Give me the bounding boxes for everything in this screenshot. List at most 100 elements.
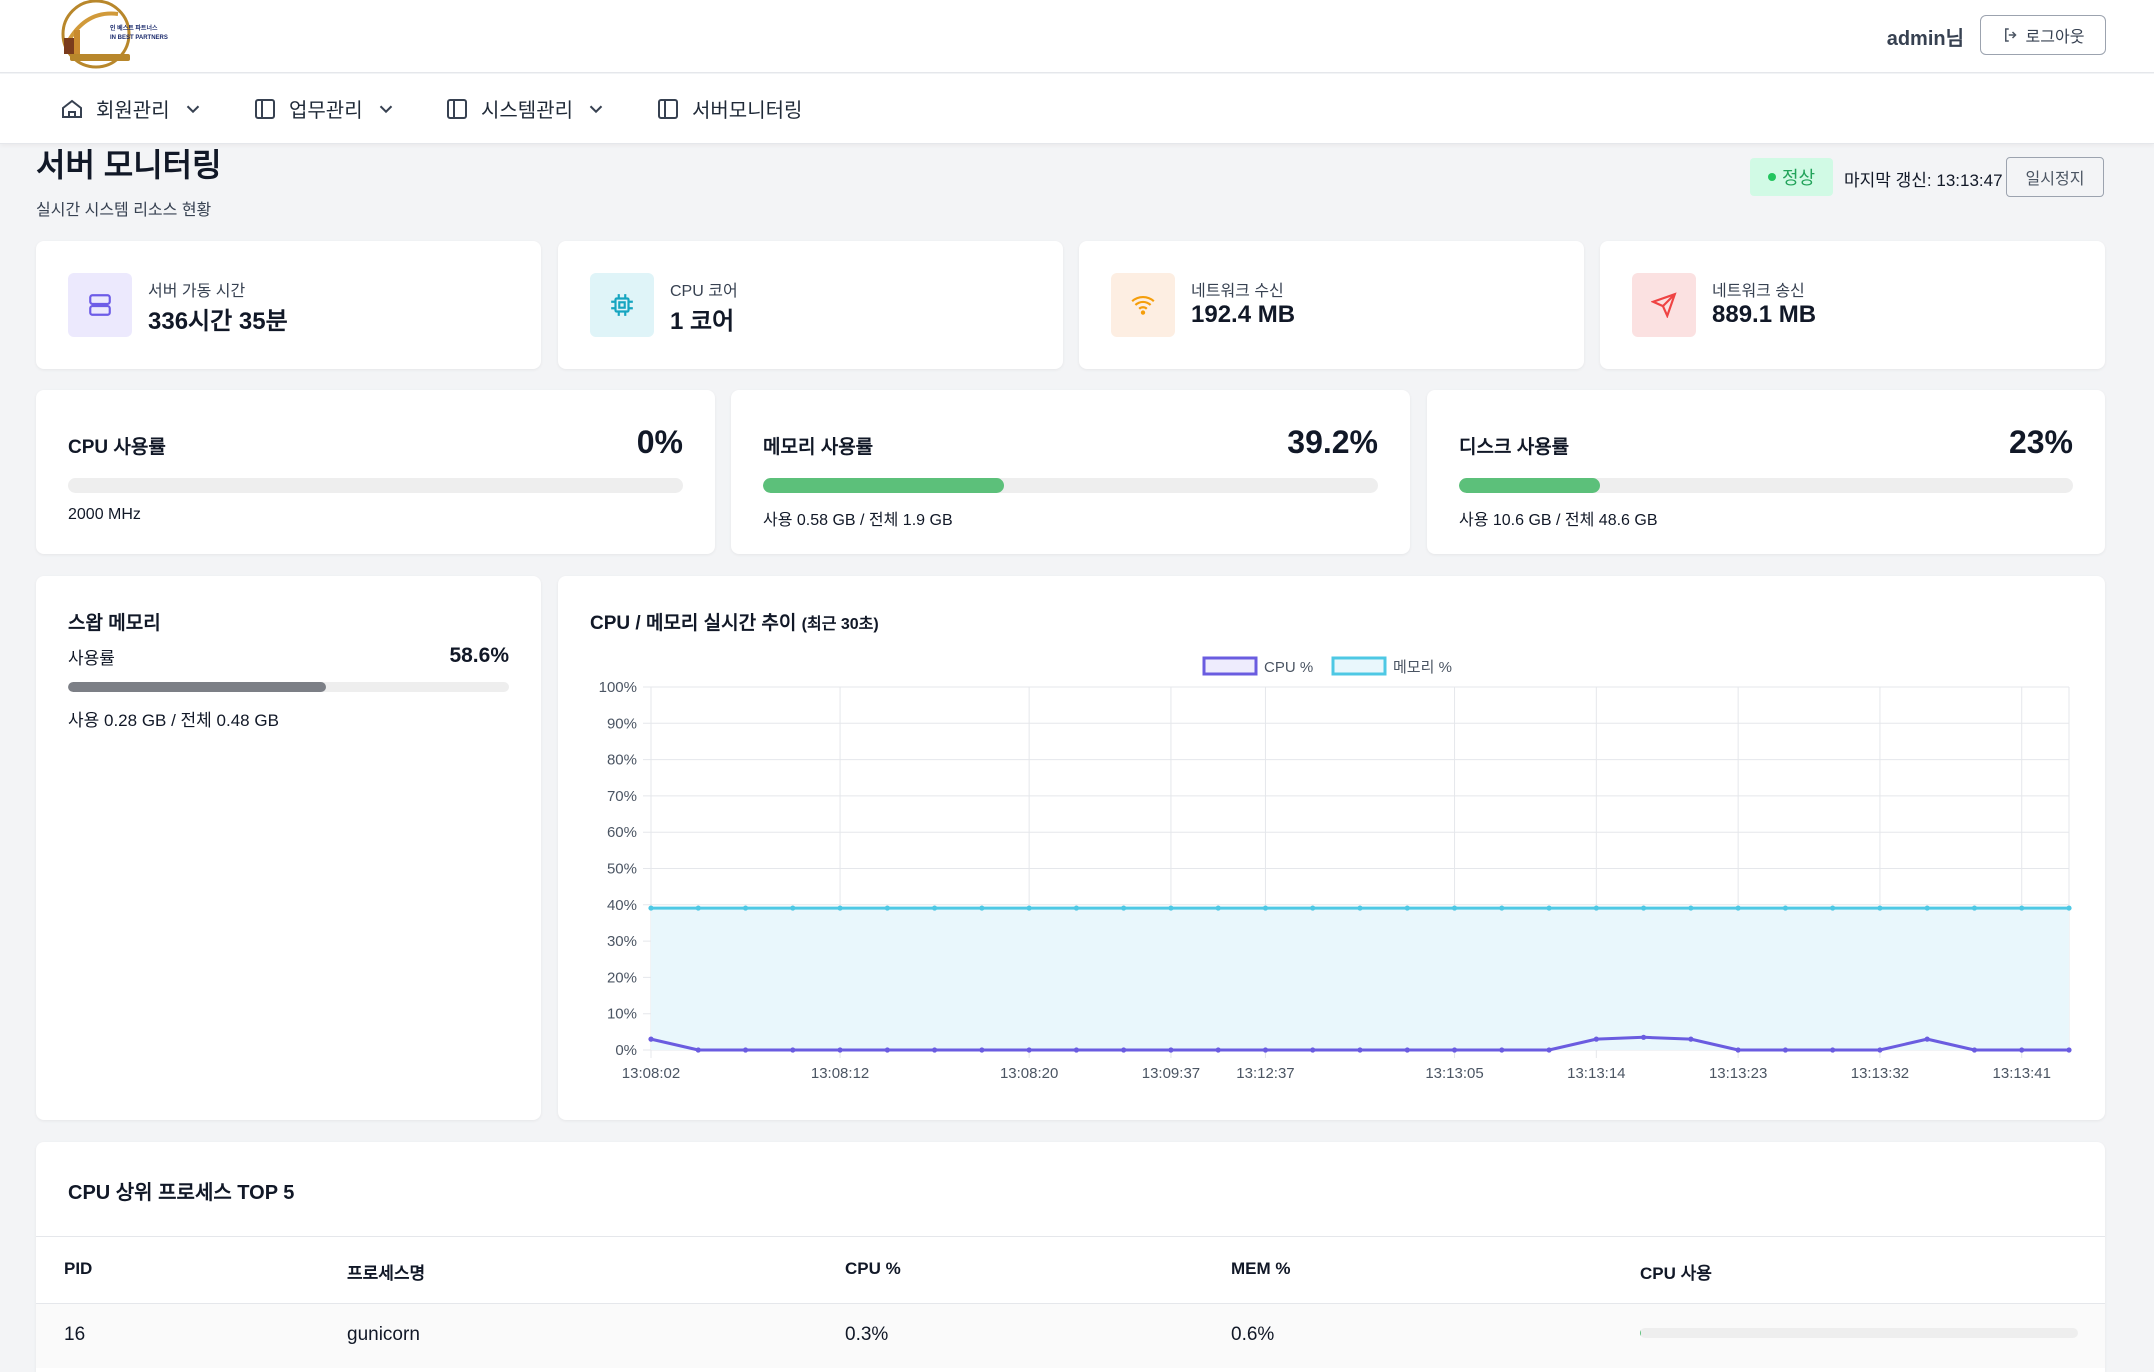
y-tick-label: 100% [599,679,637,696]
column-header[interactable]: 프로세스명 [347,1264,426,1283]
metric-card-disk: 디스크 사용률 23% 사용 10.6 GB / 전체 48.6 GB [1427,390,2105,554]
memory-data-point [2066,905,2072,911]
memory-data-point [1310,905,1316,911]
column-header[interactable]: MEM % [1231,1259,1291,1278]
metric-label: 메모리 사용률 [763,437,874,458]
stat-card-uptime: 서버 가동 시간 336시간 35분 [36,241,541,369]
x-tick-label: 13:12:37 [1236,1065,1294,1082]
legend-label: CPU % [1264,659,1313,676]
chart-title: CPU / 메모리 실시간 추이 (최근 30초) [590,608,879,635]
nav-item-server-monitoring[interactable]: 서버모니터링 [656,94,802,123]
stat-label: 네트워크 수신 [1191,283,1284,300]
cpu-chip-icon [590,273,654,337]
nav-item-label: 업무관리 [289,100,363,122]
swap-title: 스왑 메모리 [68,613,161,634]
x-tick-label: 13:08:12 [811,1065,869,1082]
y-tick-label: 80% [607,752,637,769]
wifi-icon [1111,273,1175,337]
swap-progress-fill [68,682,327,692]
metric-label: CPU 사용률 [68,437,166,458]
memory-data-point [979,905,985,911]
cpu-data-point [648,1036,654,1042]
chevron-down-icon [589,105,603,113]
column-header[interactable]: CPU % [845,1259,901,1278]
sidebar-panel-icon [447,98,467,119]
column-header[interactable]: CPU 사용 [1640,1264,1712,1283]
memory-data-point [1641,905,1647,911]
y-tick-label: 20% [607,969,637,986]
nav-item-label: 회원관리 [96,100,170,122]
cpu-data-point [1877,1047,1883,1053]
memory-data-point [1121,905,1127,911]
process-table-title: CPU 상위 프로세스 TOP 5 [68,1182,295,1204]
metric-card-memory: 메모리 사용률 39.2% 사용 0.58 GB / 전체 1.9 GB [731,390,1410,554]
memory-data-point [837,905,843,911]
cpu-data-point [1971,1047,1978,1053]
metric-value: 0% [636,424,683,460]
memory-data-point [932,905,938,911]
table-row[interactable]: 16 gunicorn 0.3% 0.6% [36,1304,2105,1368]
process-table-card: CPU 상위 프로세스 TOP 5 PID 프로세스명 CPU % MEM % … [36,1142,2105,1372]
table-header: PID 프로세스명 CPU % MEM % CPU 사용 [36,1236,2105,1304]
cpu-data-point [1073,1047,1079,1053]
cpu-data-point [1026,1047,1032,1053]
nav-item-label: 서버모니터링 [692,100,803,122]
cpu-data-point [2019,1047,2025,1053]
cpu-usage-fill [1640,1328,1642,1338]
y-tick-label: 30% [607,933,637,950]
legend-label: 메모리 % [1393,659,1452,676]
stat-card-cpu-cores: CPU 코어 1 코어 [558,241,1063,369]
cpu-data-point [790,1047,796,1053]
memory-data-point [884,905,890,911]
cpu-data-point [1215,1047,1221,1053]
line-chart[interactable]: 0% 10% 20% 30% 40% 50% 60% 70% 80% 90% 100% 13:08:0… [558,576,2105,1120]
logout-button[interactable]: 로그아웃 [1980,15,2106,55]
nav-item-system[interactable]: 시스템관리 [445,94,607,123]
y-tick-label: 50% [607,861,637,878]
status-badge: 정상 [1750,158,1834,196]
cell-cpu: 0.3% [845,1324,889,1345]
cpu-data-point [2066,1047,2072,1053]
metric-label: 디스크 사용률 [1459,437,1570,458]
memory-data-point [1735,905,1741,911]
y-tick-label: 0% [615,1042,637,1059]
company-logo[interactable]: 인 베스트 파트너스 IN BEST PARTNERS [56,0,180,70]
x-tick-label: 13:08:02 [622,1065,680,1082]
nav-item-members[interactable]: 회원관리 [60,94,204,123]
progress-bar [1459,478,2073,493]
nav-item-work[interactable]: 업무관리 [253,94,397,123]
memory-data-point [1073,905,1079,911]
memory-data-point [1924,905,1930,911]
y-tick-label: 70% [607,788,637,805]
chevron-down-icon [186,105,199,113]
x-tick-label: 13:13:05 [1425,1065,1483,1082]
x-tick-label: 13:13:23 [1709,1065,1767,1082]
memory-data-point [648,905,654,911]
memory-data-point [1830,905,1836,911]
metric-detail: 사용 0.58 GB / 전체 1.9 GB [763,512,953,529]
logout-icon [2004,28,2017,42]
progress-fill [763,478,1005,493]
cell-pid: 16 [64,1324,86,1345]
metric-detail: 사용 10.6 GB / 전체 48.6 GB [1459,512,1658,529]
memory-data-point [1877,905,1883,911]
metric-detail: 2000 MHz [68,506,141,523]
pause-button[interactable]: 일시정지 [2006,157,2104,197]
cpu-data-point [1830,1047,1836,1053]
cpu-data-point [884,1047,890,1053]
memory-data-point [1688,905,1694,911]
chart-title-text: CPU / 메모리 실시간 추이 [590,613,797,634]
memory-data-point [790,905,796,911]
swap-detail: 사용 0.28 GB / 전체 0.48 GB [68,711,279,730]
cpu-data-point [1782,1047,1788,1053]
column-header[interactable]: PID [64,1259,93,1278]
cpu-data-point [742,1047,749,1053]
memory-data-point [1262,905,1269,911]
cpu-data-point [1735,1047,1741,1053]
nav-item-label: 시스템관리 [481,100,573,122]
progress-fill [1459,478,1601,493]
cpu-data-point [1688,1036,1694,1042]
cpu-data-point [1593,1036,1599,1042]
memory-data-point [1971,905,1978,911]
x-tick-label: 13:08:20 [1000,1065,1058,1082]
